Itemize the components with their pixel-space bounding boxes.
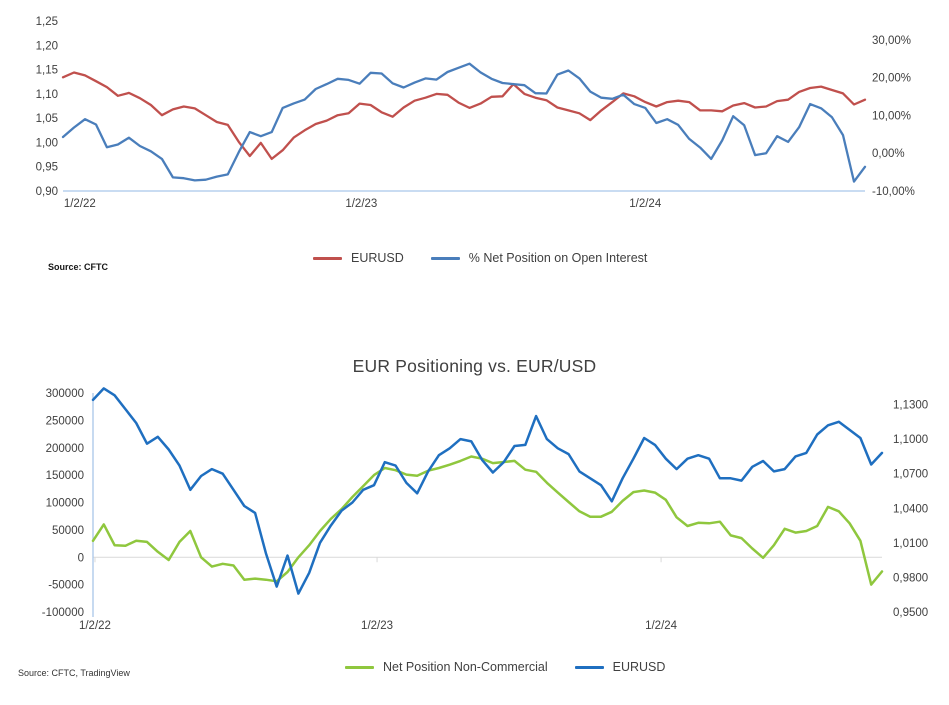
- legend-item-eurusd: EURUSD: [313, 251, 404, 265]
- series-line-eurusd: [91, 387, 884, 595]
- legend-item-net-position: Net Position Non-Commercial: [345, 660, 548, 674]
- legend-label-net-position: Net Position Non-Commercial: [383, 660, 548, 674]
- chart-bottom-title: EUR Positioning vs. EUR/USD: [352, 356, 597, 376]
- right-axis-tick-label: 20,00%: [872, 73, 911, 85]
- left-axis-tick-label: 1,15: [36, 65, 58, 77]
- net-position-line-swatch: [345, 665, 374, 669]
- left-axis-tick-label: 0,90: [36, 186, 58, 198]
- x-axis-tick-label: 1/2/22: [79, 620, 111, 632]
- x-axis-tick-label: 1/2/23: [345, 198, 377, 210]
- left-axis-tick-label: 1,20: [36, 40, 58, 52]
- series-line-eurusd: [61, 71, 867, 161]
- left-axis-tick-label: -50000: [48, 580, 84, 592]
- right-axis-tick-label: -10,00%: [872, 186, 915, 198]
- right-axis-tick-label: 1,1300: [893, 400, 928, 412]
- left-axis-tick-label: -100000: [42, 607, 84, 619]
- legend-item-eurusd-bottom: EURUSD: [574, 660, 666, 674]
- x-axis-tick-label: 1/2/24: [629, 198, 662, 210]
- left-axis-tick-label: 200000: [46, 443, 84, 455]
- legend-label-eurusd: EURUSD: [351, 251, 404, 265]
- x-axis-tick-label: 1/2/22: [64, 198, 96, 210]
- x-axis-tick-label: 1/2/23: [361, 620, 393, 632]
- eurusd-bottom-line-swatch: [574, 665, 604, 669]
- eurusd-line-swatch: [313, 256, 342, 260]
- right-axis-tick-label: 1,0100: [893, 538, 928, 550]
- right-axis-tick-label: 10,00%: [872, 110, 911, 122]
- net-position-pct-line-swatch: [430, 256, 460, 260]
- series-line--net-position-on-open-interest: [61, 62, 867, 183]
- right-axis-tick-label: 30,00%: [872, 35, 911, 47]
- legend-label-eurusd-bottom: EURUSD: [612, 660, 666, 674]
- left-axis-tick-label: 1,00: [36, 137, 58, 149]
- chart-bottom: 300000 250000 200000 150000 100000 50000 0 -500…: [42, 387, 928, 632]
- right-axis-tick-label: 0,9800: [893, 572, 928, 584]
- legend-label-net-position-pct: % Net Position on Open Interest: [468, 251, 648, 265]
- right-axis-tick-label: 1,0700: [893, 469, 928, 481]
- left-axis-tick-label: 1,05: [36, 113, 58, 125]
- left-axis-tick-label: 50000: [52, 525, 84, 537]
- left-axis-tick-label: 1,25: [36, 16, 58, 28]
- x-axis-tick-label: 1/2/24: [645, 620, 678, 632]
- legend-top: EURUSD % Net Position on Open Interest: [313, 251, 647, 265]
- chart-top: 1,25 1,20 1,15 1,10 1,05 1,00 0,95 0,90 30,00% 20…: [36, 16, 915, 210]
- left-axis-tick-label: 250000: [46, 415, 84, 427]
- right-axis-tick-label: 0,00%: [872, 148, 905, 160]
- legend-item-net-position-pct: % Net Position on Open Interest: [430, 251, 648, 265]
- series-line-net-position-non-commercial: [91, 455, 884, 586]
- left-axis-tick-label: 0,95: [36, 162, 58, 174]
- source-note-bottom: Source: CFTC, TradingView: [18, 668, 130, 678]
- right-axis-tick-label: 1,0400: [893, 503, 928, 515]
- left-axis-tick-label: 300000: [46, 388, 84, 400]
- legend-bottom: Net Position Non-Commercial EURUSD: [345, 660, 665, 674]
- left-axis-tick-label: 150000: [46, 470, 84, 482]
- source-note-top: Source: CFTC: [48, 262, 109, 272]
- left-axis-tick-label: 1,10: [36, 89, 58, 101]
- right-axis-tick-label: 0,9500: [893, 607, 928, 619]
- right-axis-tick-label: 1,1000: [893, 434, 928, 446]
- left-axis-tick-label: 0: [78, 552, 84, 564]
- left-axis-tick-label: 100000: [46, 498, 84, 510]
